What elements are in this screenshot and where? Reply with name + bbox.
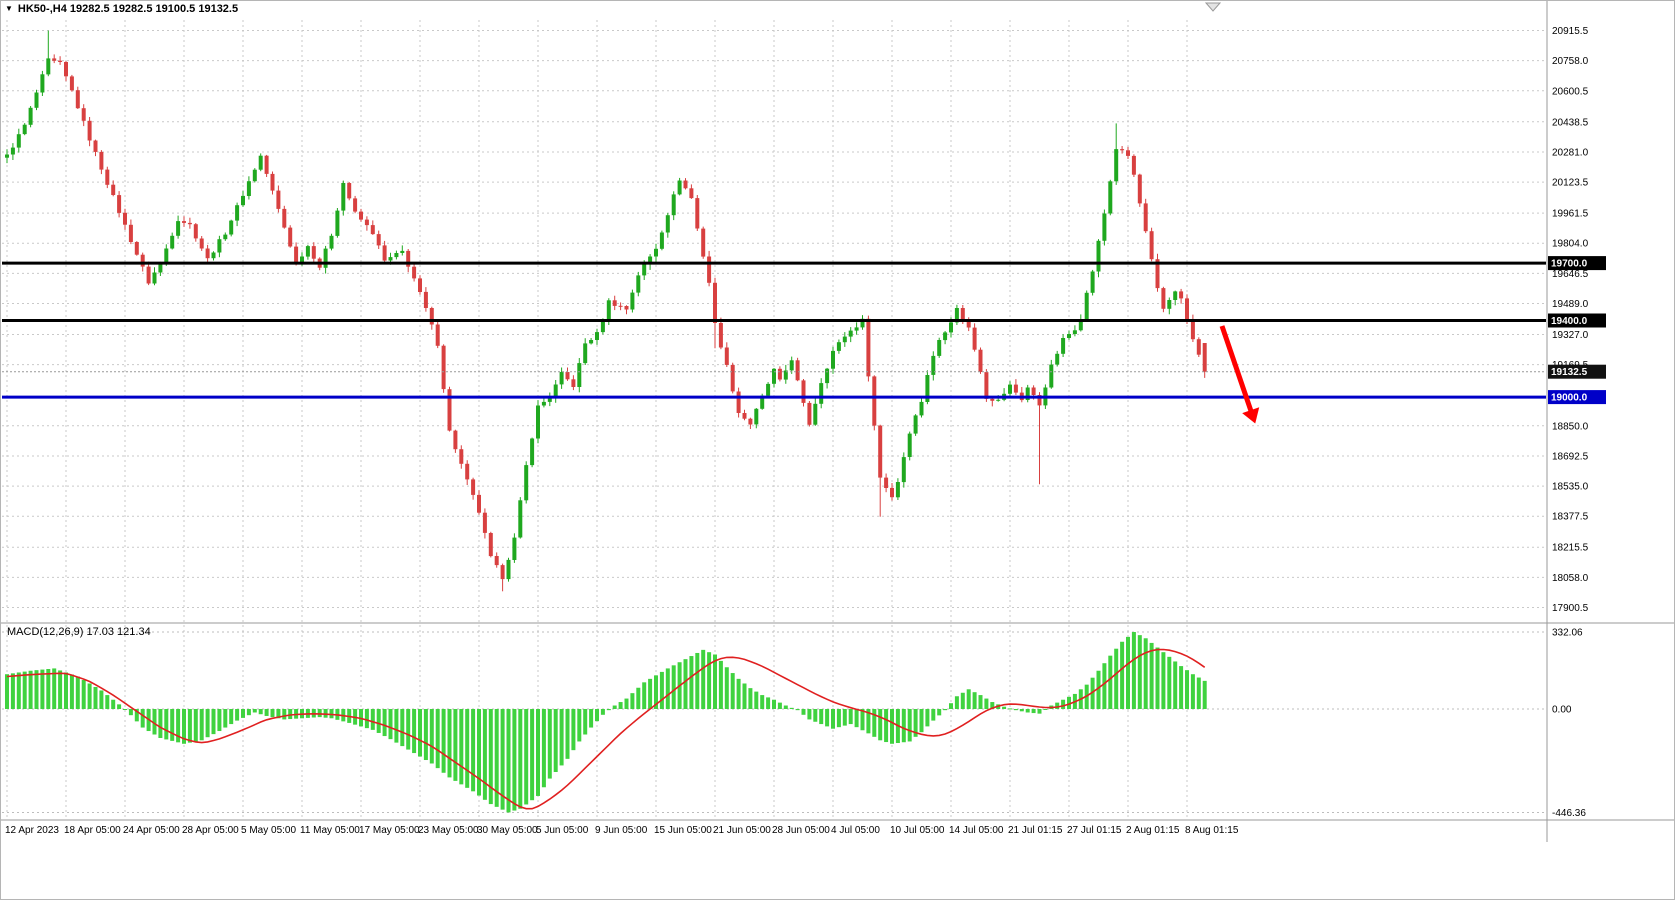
price-axis[interactable]: 20915.5 20758.0 20600.5 20438.5 20281.0 20123… <box>1548 26 1606 819</box>
time-label: 4 Jul 05:00 <box>831 825 880 836</box>
time-label: 21 Jul 01:15 <box>1008 825 1063 836</box>
time-label: 5 May 05:00 <box>241 825 296 836</box>
trend-arrow[interactable] <box>1219 325 1260 424</box>
level-lines <box>2 261 1546 399</box>
quote-line: ▼ HK50-,H4 19282.5 19282.5 19100.5 19132… <box>5 3 238 15</box>
macd-scale-label: 332.06 <box>1552 628 1583 639</box>
time-label: 28 Apr 05:00 <box>182 825 239 836</box>
price-tick-label: 18692.5 <box>1552 451 1589 462</box>
macd-scale-label: -446.36 <box>1552 808 1586 819</box>
price-badge-label: 19400.0 <box>1551 316 1588 327</box>
price-tick-label: 19327.0 <box>1552 330 1589 341</box>
grid-layer <box>2 20 1546 818</box>
price-badge-label: 19000.0 <box>1551 393 1588 404</box>
time-label: 8 Aug 01:15 <box>1185 825 1239 836</box>
price-tick-label: 18377.5 <box>1552 512 1589 523</box>
quote-collapse-icon[interactable]: ▼ <box>5 4 13 13</box>
time-label: 11 May 05:00 <box>300 825 360 836</box>
time-label: 9 Jun 05:00 <box>595 825 648 836</box>
time-label: 5 Jun 05:00 <box>536 825 589 836</box>
price-tick-label: 19489.0 <box>1552 299 1589 310</box>
time-label: 12 Apr 2023 <box>5 825 59 836</box>
time-label: 17 May 05:00 <box>359 825 420 836</box>
time-label: 24 Apr 05:00 <box>123 825 180 836</box>
price-tick-label: 18215.5 <box>1552 543 1589 554</box>
price-tick-label: 19646.5 <box>1552 269 1589 280</box>
price-badge <box>1548 256 1606 271</box>
price-tick-label: 19804.0 <box>1552 239 1589 250</box>
time-label: 15 Jun 05:00 <box>654 825 712 836</box>
time-label: 28 Jun 05:00 <box>772 825 830 836</box>
macd-signal-line <box>6 648 1206 810</box>
price-tick-label: 18535.0 <box>1552 482 1589 493</box>
price-badge <box>1548 313 1606 328</box>
price-tick-label: 20600.5 <box>1552 86 1589 97</box>
price-tick-label: 18058.0 <box>1552 573 1589 584</box>
macd-histogram-layer <box>5 632 1207 813</box>
chart-shift-marker[interactable] <box>1204 2 1222 12</box>
macd-scale-label: 0.00 <box>1552 705 1572 716</box>
time-label: 30 May 05:00 <box>477 825 538 836</box>
price-tick-label: 20915.5 <box>1552 26 1589 37</box>
time-axis[interactable]: 12 Apr 2023 18 Apr 05:00 24 Apr 05:00 28 Ap… <box>5 825 1239 836</box>
price-tick-label: 20281.0 <box>1552 147 1589 158</box>
price-badge-label: 19700.0 <box>1551 259 1588 270</box>
price-badge-label: 19132.5 <box>1551 367 1588 378</box>
time-label: 10 Jul 05:00 <box>890 825 945 836</box>
time-label: 18 Apr 05:00 <box>64 825 121 836</box>
time-label: 2 Aug 01:15 <box>1126 825 1180 836</box>
macd-indicator-label: MACD(12,26,9) 17.03 121.34 <box>7 626 151 638</box>
time-label: 27 Jul 01:15 <box>1067 825 1122 836</box>
macd-label-text: MACD(12,26,9) 17.03 121.34 <box>7 626 151 638</box>
price-tick-label: 20758.0 <box>1552 56 1589 67</box>
time-label: 23 May 05:00 <box>418 825 479 836</box>
price-tick-label: 20438.5 <box>1552 117 1589 128</box>
price-badge <box>1548 364 1606 379</box>
price-tick-label: 18850.0 <box>1552 421 1589 432</box>
time-label: 14 Jul 05:00 <box>949 825 1004 836</box>
price-tick-label: 19961.5 <box>1552 209 1589 220</box>
price-tick-label: 17900.5 <box>1552 603 1589 614</box>
price-badge <box>1548 390 1606 405</box>
candles-layer <box>5 30 1207 592</box>
time-label: 21 Jun 05:00 <box>713 825 771 836</box>
quote-text: HK50-,H4 19282.5 19282.5 19100.5 19132.5 <box>17 3 239 15</box>
price-tick-label: 20123.5 <box>1552 178 1589 189</box>
